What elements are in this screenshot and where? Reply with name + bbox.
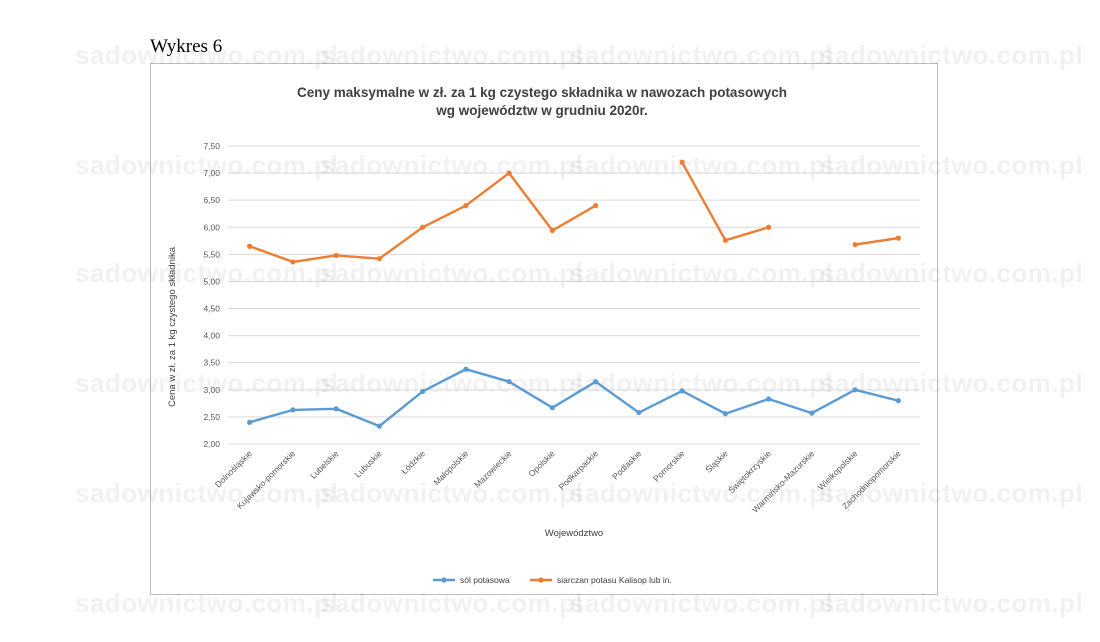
legend: sól potasowa siarczan potasu Kalisop lub … [433, 575, 672, 585]
y-tick-label: 3,00 [203, 385, 220, 395]
chart-title-line1: Ceny maksymalne w zł. za 1 kg czystego s… [297, 85, 787, 100]
data-point [290, 259, 296, 265]
data-point [247, 419, 253, 425]
chart-title-line2: wg województw w grudniu 2020r. [435, 103, 648, 118]
y-tick-label: 6,50 [203, 195, 220, 205]
x-tick-label: Lubelskie [308, 448, 341, 481]
series-line-1 [249, 368, 899, 428]
data-point [895, 398, 901, 404]
data-point [420, 388, 426, 395]
data-point [593, 379, 599, 385]
y-tick-label: 5,00 [203, 276, 220, 286]
legend-label: siarczan potasu Kalisop lub in. [557, 575, 672, 585]
x-tick-label: Podkarpackie [557, 448, 601, 492]
gridlines [228, 145, 920, 445]
data-point [679, 159, 685, 165]
data-point [333, 252, 339, 259]
data-point [852, 242, 858, 248]
x-tick-label: Dolnośląskie [213, 448, 254, 489]
x-tick-label: Wielkopolskie [816, 448, 860, 492]
data-point [809, 410, 815, 416]
data-point [463, 366, 469, 372]
x-tick-label: Lubuskie [353, 448, 384, 479]
page-heading: Wykres 6 [150, 36, 223, 57]
data-point [766, 396, 772, 402]
y-tick-label: 5,50 [203, 249, 220, 259]
y-tick-label: 6,00 [203, 222, 220, 232]
series-lines [249, 161, 899, 428]
legend-label: sól potasowa [460, 575, 510, 585]
data-point [549, 227, 555, 234]
data-point [722, 237, 728, 243]
y-tick-label: 4,50 [203, 304, 220, 314]
data-point [290, 407, 296, 413]
data-point [852, 387, 858, 393]
data-point [463, 203, 469, 209]
y-tick-label: 4,00 [203, 331, 220, 341]
x-axis-title: Województwo [545, 528, 603, 539]
y-tick-label: 7,00 [203, 168, 220, 178]
data-point [333, 406, 339, 412]
x-tick-label: Śląskie [703, 447, 730, 474]
x-tick-label: Podlaskie [610, 448, 643, 481]
data-point [247, 243, 253, 249]
x-tick-label: Małopolskie [431, 448, 470, 487]
x-tick-label: Opolskie [526, 448, 557, 479]
data-point [593, 203, 599, 209]
data-point [636, 409, 642, 416]
chart-frame [150, 63, 938, 595]
data-point [895, 235, 901, 241]
series-points [247, 159, 901, 429]
y-tick-label: 2,00 [203, 439, 220, 449]
data-point [679, 388, 685, 394]
data-point [376, 256, 382, 262]
data-point [549, 405, 555, 411]
x-tick-label: Łódzkie [399, 448, 427, 476]
data-point [722, 411, 728, 417]
data-point [420, 224, 426, 230]
y-tick-label: 2,50 [203, 412, 220, 422]
x-tick-label: Pomorskie [651, 448, 687, 484]
data-point [766, 224, 772, 230]
series-line-2 [249, 161, 899, 264]
data-point [506, 170, 512, 176]
legend-marker [538, 577, 544, 583]
data-point [506, 379, 512, 385]
data-point [376, 423, 382, 429]
y-axis-title: Cena w zł. za 1 kg czystego składnika [167, 246, 178, 407]
x-tick-label: Mazowieckie [472, 448, 514, 490]
y-tick-label: 7,50 [203, 141, 220, 151]
y-tick-label: 3,50 [203, 358, 220, 368]
y-tick-labels: 2,00 2,50 3,00 3,50 4,00 4,50 5,00 5,50 6,00 6,50… [203, 141, 220, 449]
x-tick-label: Świętokrzyskie [726, 447, 774, 495]
legend-marker [441, 577, 447, 583]
